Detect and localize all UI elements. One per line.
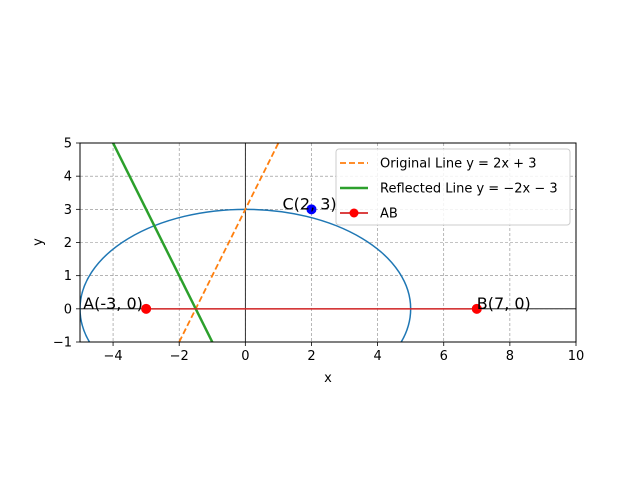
point-marker	[306, 204, 317, 215]
y-tick-label: −1	[53, 336, 72, 351]
axis-ticks: −4 −2 0 2 4 6 8 10 −1 0 1 2 3 4 5	[53, 137, 584, 365]
legend-label: AB	[380, 207, 398, 222]
legend-label: Reflected Line y = −2x − 3	[380, 182, 558, 197]
point-marker	[141, 303, 152, 314]
y-tick-label: 3	[64, 203, 72, 218]
y-tick-label: 0	[64, 302, 72, 317]
legend: Original Line y = 2x + 3 Reflected Line y…	[335, 148, 571, 226]
x-tick-label: −2	[170, 349, 189, 364]
x-tick-label: 6	[440, 349, 448, 364]
y-tick-label: 5	[64, 137, 72, 152]
point-marker	[471, 303, 482, 314]
y-tick-label: 2	[64, 236, 72, 251]
y-axis-label: y	[31, 238, 46, 246]
point-label: B(7, 0)	[477, 294, 531, 313]
legend-marker	[349, 208, 359, 218]
y-tick-label: 1	[64, 269, 72, 284]
plot-area	[80, 143, 482, 342]
point-labels: A(-3, 0) B(7, 0) C(2, 3)	[83, 194, 531, 313]
x-tick-label: 2	[307, 349, 315, 364]
x-tick-label: 0	[241, 349, 249, 364]
x-tick-label: −4	[103, 349, 122, 364]
point-label: C(2, 3)	[282, 194, 336, 213]
legend-label: Original Line y = 2x + 3	[380, 157, 536, 172]
x-tick-label: 10	[568, 349, 585, 364]
x-tick-label: 4	[373, 349, 381, 364]
x-tick-label: 8	[506, 349, 514, 364]
legend-box	[335, 148, 571, 226]
point-label: A(-3, 0)	[83, 294, 143, 313]
y-tick-label: 4	[64, 170, 72, 185]
x-axis-label: x	[324, 371, 332, 386]
